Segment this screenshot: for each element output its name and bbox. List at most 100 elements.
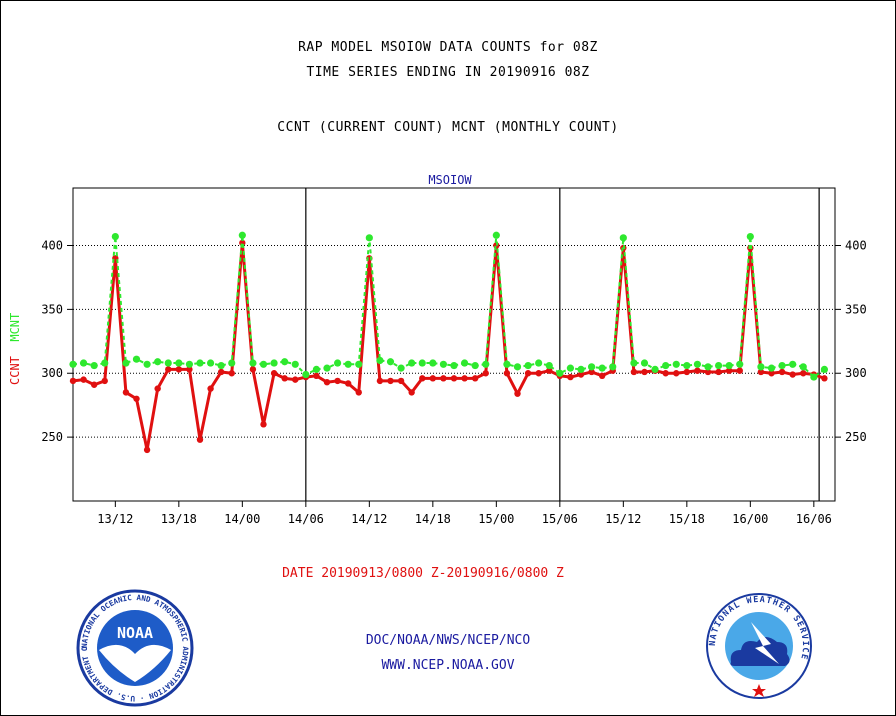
x-tick-label: 15/06 [542, 512, 578, 526]
point-mcnt [746, 232, 754, 241]
point-ccnt [598, 372, 606, 379]
x-tick-label: 14/06 [288, 512, 324, 526]
point-ccnt [461, 375, 468, 382]
point-ccnt [757, 368, 765, 376]
point-mcnt [291, 360, 299, 368]
point-ccnt [694, 367, 701, 374]
point-ccnt [154, 385, 161, 392]
point-ccnt [292, 376, 299, 383]
point-mcnt [355, 360, 363, 368]
point-mcnt [101, 359, 109, 367]
point-ccnt [450, 375, 458, 382]
point-ccnt [736, 367, 743, 374]
point-ccnt [80, 376, 87, 383]
point-mcnt [492, 231, 500, 239]
point-mcnt [122, 359, 130, 367]
point-mcnt [281, 358, 289, 366]
point-ccnt [270, 370, 278, 377]
point-mcnt [418, 359, 426, 367]
y-tick-label-right: 250 [845, 430, 867, 444]
point-mcnt [249, 359, 257, 367]
point-mcnt [503, 360, 511, 368]
point-ccnt [778, 368, 786, 376]
point-mcnt [79, 359, 88, 367]
point-ccnt [768, 370, 775, 377]
y-tick-label-left: 350 [41, 302, 63, 316]
x-tick-label: 14/18 [415, 512, 451, 526]
point-ccnt [567, 373, 574, 381]
chart-title-line-3: CCNT (CURRENT COUNT) MCNT (MONTHLY COUNT… [277, 120, 619, 135]
series-mcnt [69, 231, 829, 381]
chart-title-line-2: TIME SERIES ENDING IN 20190916 08Z [306, 65, 590, 80]
x-tick-label: 14/00 [224, 512, 260, 526]
point-mcnt [672, 360, 680, 368]
point-mcnt [312, 365, 321, 374]
point-ccnt [535, 370, 542, 377]
x-tick-label: 13/18 [161, 512, 197, 526]
series-line-mcnt [72, 235, 826, 379]
point-mcnt [196, 359, 204, 367]
point-ccnt [704, 368, 712, 376]
plot-area [72, 187, 836, 502]
org-path: DOC/NOAA/NWS/NCEP/NCO [365, 633, 531, 648]
y-tick-label-left: 250 [41, 430, 63, 444]
panel-title: MSOIOW [428, 173, 472, 187]
x-tick-label: 16/06 [796, 512, 832, 526]
point-mcnt [736, 360, 744, 368]
point-ccnt [133, 395, 140, 402]
point-ccnt [69, 377, 77, 385]
point-mcnt [302, 370, 310, 379]
nws-logo: NATIONAL WEATHER SERVICE [706, 593, 812, 699]
point-mcnt [143, 360, 151, 368]
point-mcnt [725, 361, 733, 370]
point-ccnt [196, 436, 204, 443]
point-mcnt [386, 358, 395, 366]
point-mcnt [429, 359, 437, 367]
x-tick-label: 15/12 [605, 512, 641, 526]
point-mcnt [630, 359, 638, 367]
ncep-url[interactable]: WWW.NCEP.NOAA.GOV [381, 658, 515, 673]
y-tick-label-right: 350 [845, 302, 867, 316]
point-ccnt [429, 375, 437, 382]
point-ccnt [323, 378, 331, 386]
y-tick-label-left: 400 [41, 238, 63, 252]
point-ccnt [577, 371, 585, 378]
point-ccnt [217, 368, 225, 376]
point-mcnt [778, 361, 786, 370]
point-ccnt [588, 368, 595, 376]
point-ccnt [482, 370, 489, 377]
point-ccnt [376, 377, 384, 385]
point-mcnt [439, 360, 448, 368]
point-ccnt [249, 366, 257, 373]
grid-lines [73, 244, 835, 438]
noaa-bird-icon [99, 644, 171, 682]
point-ccnt [101, 377, 108, 385]
point-mcnt [408, 359, 416, 367]
point-mcnt [799, 363, 807, 371]
point-mcnt [545, 361, 553, 370]
point-ccnt [419, 375, 426, 382]
point-mcnt [577, 365, 585, 374]
point-ccnt [334, 377, 341, 385]
y-tick-label-right: 400 [845, 238, 867, 252]
point-mcnt [789, 360, 797, 368]
point-mcnt [651, 365, 659, 374]
point-mcnt [270, 359, 278, 367]
point-mcnt [704, 363, 712, 371]
point-mcnt [259, 360, 268, 368]
point-ccnt [165, 366, 172, 373]
x-tick-label: 15/18 [669, 512, 705, 526]
point-ccnt [397, 377, 405, 385]
point-ccnt [514, 390, 521, 397]
point-ccnt [683, 368, 691, 376]
point-ccnt [546, 367, 553, 374]
point-ccnt [673, 370, 680, 377]
point-mcnt [482, 360, 490, 368]
point-ccnt [355, 389, 362, 396]
point-mcnt [323, 364, 331, 372]
point-ccnt [715, 368, 722, 376]
point-ccnt [800, 370, 807, 377]
point-mcnt [767, 364, 776, 372]
nws-lightning-icon [751, 622, 779, 664]
point-ccnt [408, 389, 415, 396]
